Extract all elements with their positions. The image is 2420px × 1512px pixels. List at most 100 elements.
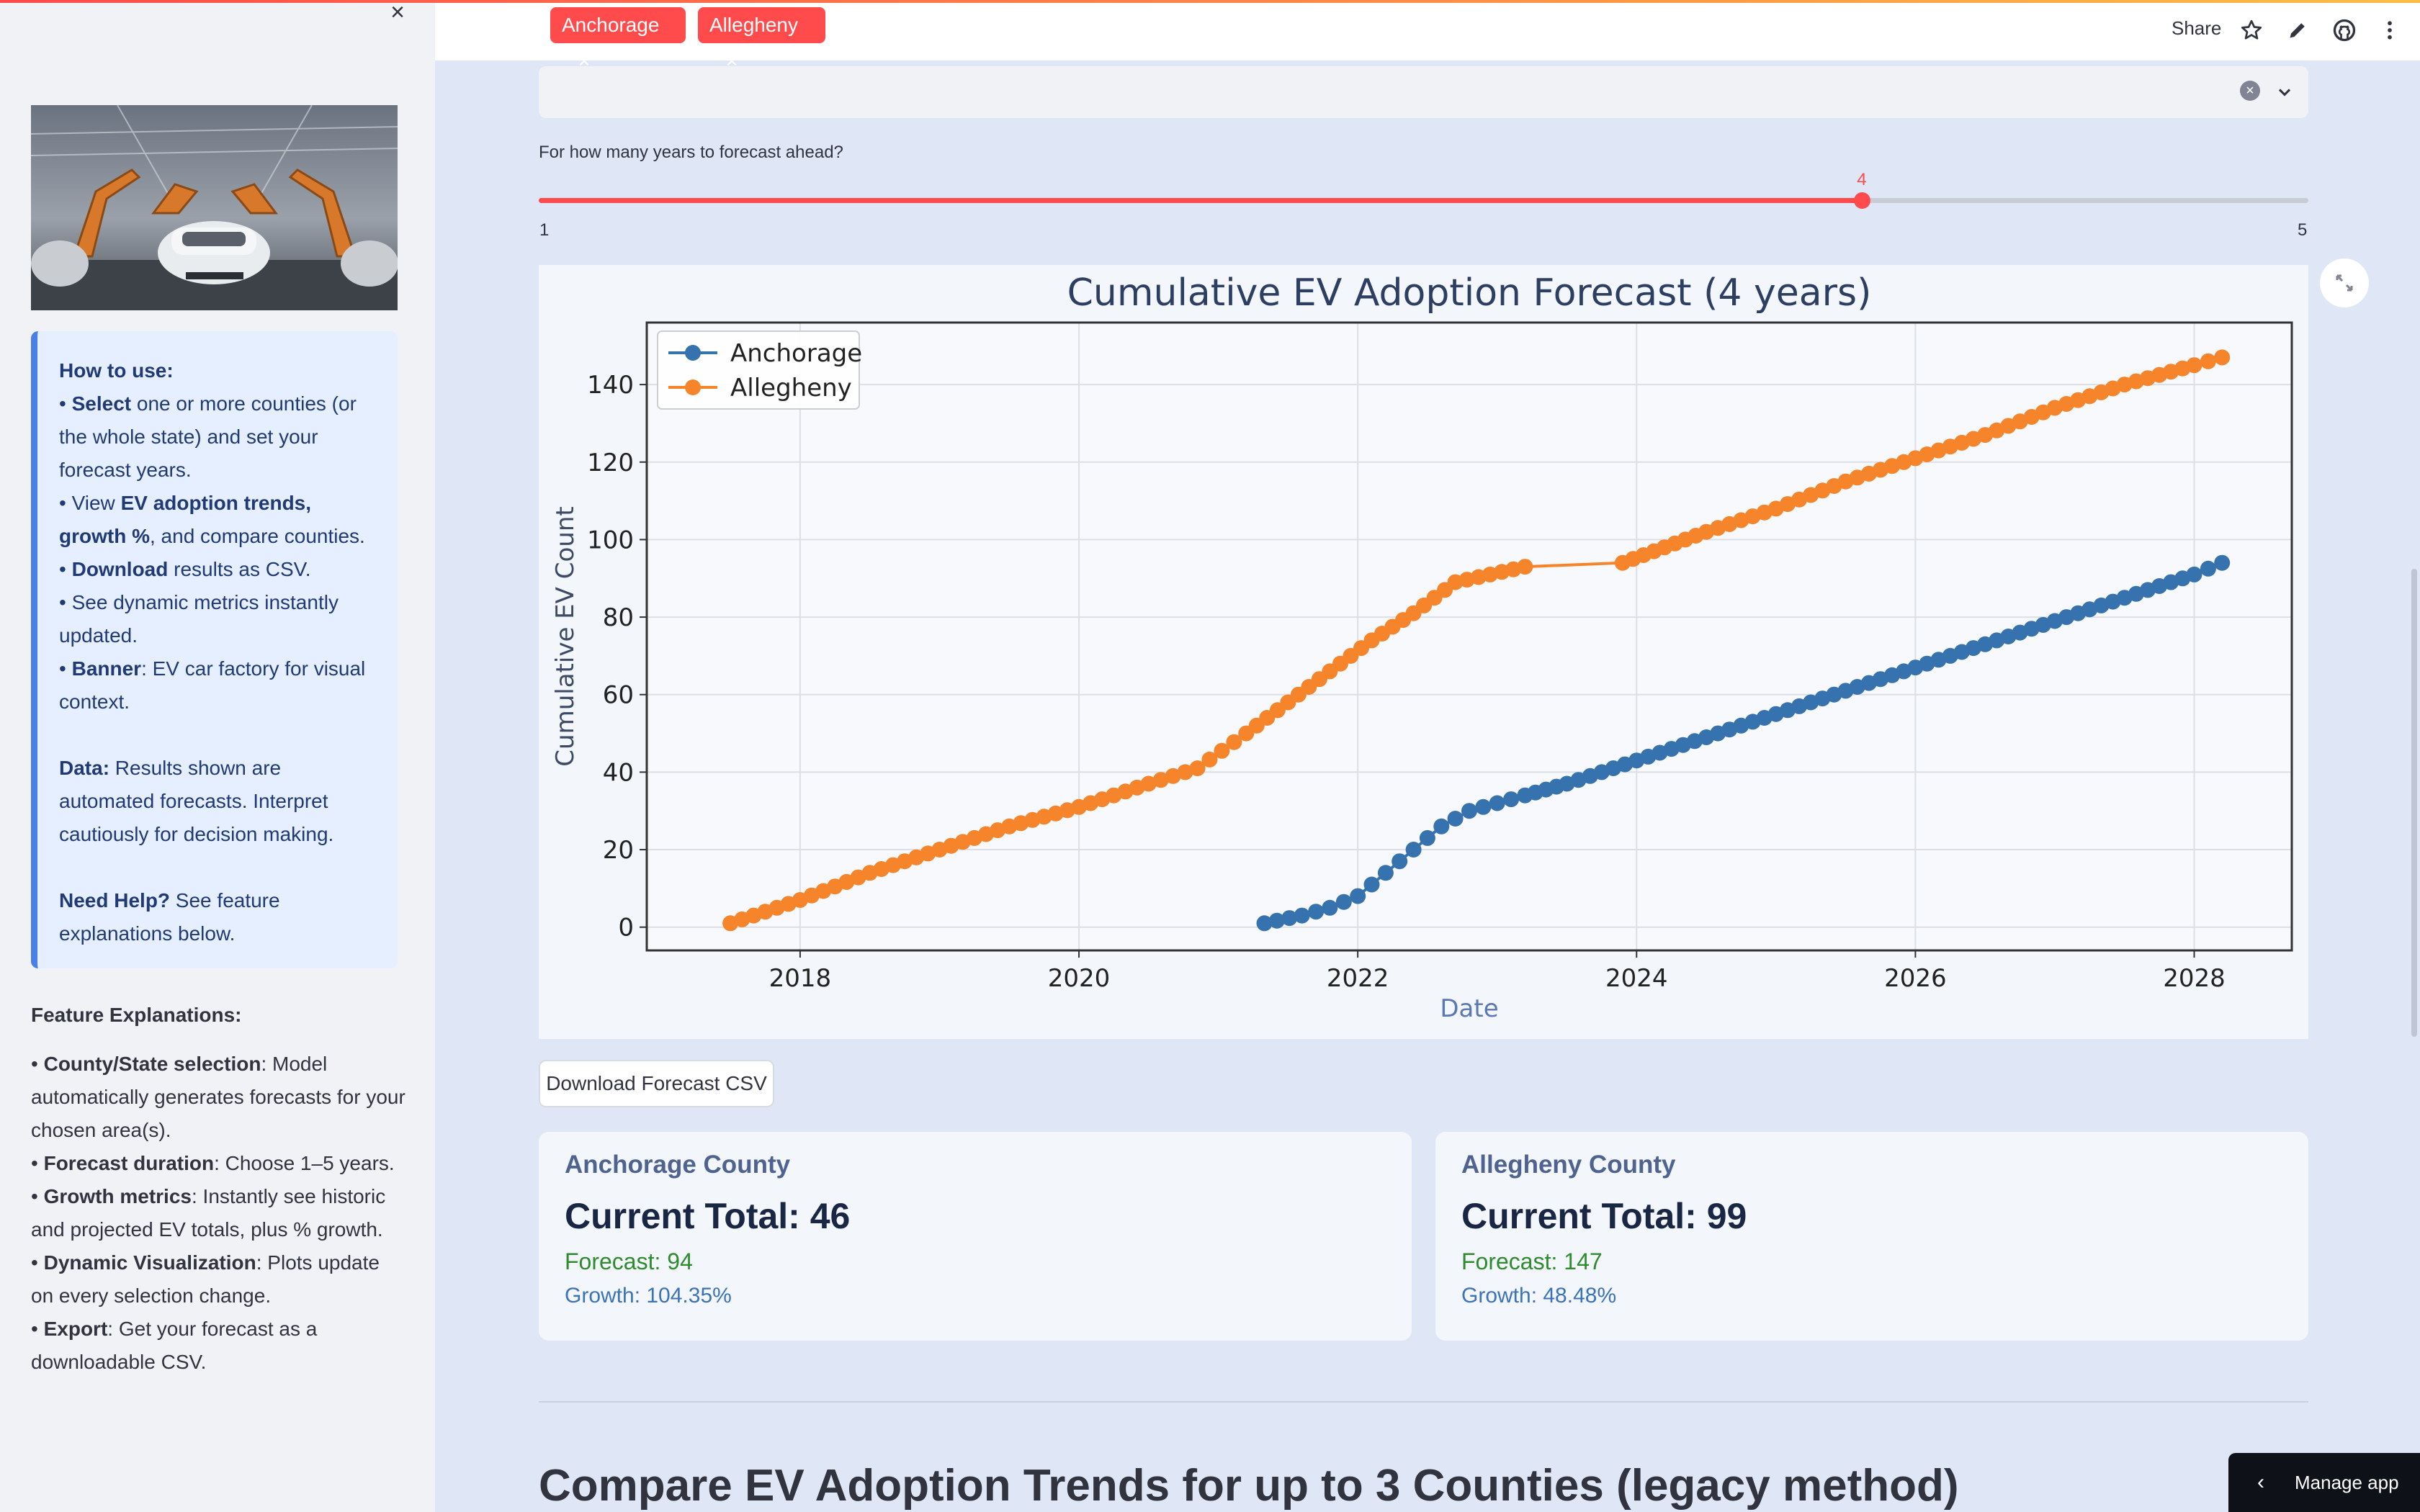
chevron-down-icon[interactable] bbox=[2275, 82, 2295, 102]
y-tick-label: 40 bbox=[603, 758, 634, 787]
data-point bbox=[1392, 853, 1408, 870]
expand-chart-icon[interactable] bbox=[2320, 258, 2369, 307]
slider-max: 5 bbox=[2298, 220, 2308, 240]
scrollbar-thumb[interactable] bbox=[2411, 569, 2417, 1037]
data-point bbox=[1152, 772, 1169, 788]
data-point bbox=[1503, 791, 1520, 808]
section-divider bbox=[539, 1401, 2308, 1403]
download-forecast-csv-button[interactable]: Download Forecast CSV bbox=[539, 1060, 774, 1107]
data-point bbox=[1350, 888, 1366, 904]
legend-marker bbox=[685, 345, 701, 361]
x-tick-label: 2020 bbox=[1048, 964, 1111, 993]
feature-item: • Export: Get your forecast as a downloa… bbox=[31, 1318, 318, 1373]
data-point bbox=[1226, 734, 1242, 750]
data-point bbox=[1461, 803, 1477, 819]
clear-selection-icon[interactable]: × bbox=[2240, 81, 2260, 101]
data-point bbox=[1165, 768, 1181, 784]
x-tick-label: 2024 bbox=[1605, 964, 1668, 993]
more-menu-icon[interactable] bbox=[2377, 17, 2403, 43]
feature-item: • Forecast duration: Choose 1–5 years. bbox=[31, 1152, 395, 1174]
data-point bbox=[1335, 894, 1352, 910]
star-icon[interactable] bbox=[2238, 17, 2264, 43]
chart-title: Cumulative EV Adoption Forecast (4 years… bbox=[1067, 271, 1872, 315]
chevron-left-icon: ‹ bbox=[2257, 1470, 2264, 1494]
metric-card-allegheny: Allegheny County Current Total: 99 Forec… bbox=[1435, 1132, 2308, 1341]
y-tick-label: 120 bbox=[587, 449, 634, 477]
data-point bbox=[1517, 559, 1533, 575]
remove-tag-icon[interactable]: × bbox=[725, 50, 738, 72]
data-point bbox=[1140, 775, 1157, 792]
tag-label: Anchorage bbox=[562, 14, 660, 36]
data-point bbox=[2200, 560, 2216, 577]
how-to-item: • View EV adoption trends, growth %, and… bbox=[59, 492, 365, 547]
y-tick-label: 0 bbox=[618, 914, 634, 942]
data-point bbox=[2214, 349, 2231, 366]
y-tick-label: 140 bbox=[587, 371, 634, 400]
how-to-use-panel: How to use: • Select one or more countie… bbox=[31, 331, 398, 968]
data-note: Data: Results shown are automated foreca… bbox=[59, 757, 334, 845]
data-point bbox=[1433, 818, 1450, 834]
data-point bbox=[1405, 842, 1422, 858]
county-multiselect[interactable] bbox=[539, 66, 2308, 118]
share-button[interactable]: Share bbox=[2172, 17, 2222, 39]
chart-ticks: 2018 2020 2022 2024 2026 2028 0 20 40 60 80 100 120 1… bbox=[587, 371, 2226, 993]
data-point bbox=[2214, 554, 2231, 571]
y-tick-label: 80 bbox=[603, 603, 634, 632]
feature-explanations: Feature Explanations: • County/State sel… bbox=[31, 999, 405, 1379]
card-county-name: Anchorage County bbox=[565, 1151, 791, 1179]
data-point bbox=[1447, 811, 1464, 827]
feature-item: • Growth metrics: Instantly see historic… bbox=[31, 1185, 386, 1241]
slider-thumb[interactable] bbox=[1854, 192, 1871, 209]
card-growth: Growth: 48.48% bbox=[1461, 1284, 1617, 1308]
card-growth: Growth: 104.35% bbox=[565, 1284, 732, 1308]
card-county-name: Allegheny County bbox=[1461, 1151, 1676, 1179]
forecast-chart: Cumulative EV Adoption Forecast (4 years… bbox=[539, 265, 2308, 1039]
x-tick-label: 2022 bbox=[1327, 964, 1389, 993]
feature-item: • County/State selection: Model automati… bbox=[31, 1053, 405, 1141]
forecast-chart-svg: Cumulative EV Adoption Forecast (4 years… bbox=[551, 271, 2293, 1023]
data-point bbox=[1419, 829, 1435, 846]
x-tick-label: 2028 bbox=[2163, 964, 2226, 993]
data-point bbox=[1281, 910, 1298, 927]
data-point bbox=[1214, 742, 1230, 759]
y-tick-label: 60 bbox=[603, 681, 634, 710]
x-tick-label: 2026 bbox=[1884, 964, 1947, 993]
tag-label: Allegheny bbox=[709, 14, 798, 36]
legend-label: Anchorage bbox=[730, 339, 862, 368]
manage-app-button[interactable]: ‹ Manage app bbox=[2228, 1453, 2420, 1512]
edit-icon[interactable] bbox=[2285, 17, 2311, 43]
feature-item: • Dynamic Visualization: Plots update on… bbox=[31, 1251, 380, 1307]
data-point bbox=[1377, 865, 1394, 881]
tag-anchorage: Anchorage × bbox=[550, 7, 686, 72]
sidebar: × bbox=[0, 0, 435, 1512]
github-icon[interactable] bbox=[2331, 17, 2357, 43]
help-note: Need Help? See feature explanations belo… bbox=[59, 889, 280, 945]
data-point bbox=[2200, 353, 2216, 369]
how-to-heading: How to use: bbox=[59, 359, 174, 382]
forecast-years-label: For how many years to forecast ahead? bbox=[539, 143, 843, 162]
remove-tag-icon[interactable]: × bbox=[578, 50, 591, 72]
legend-box bbox=[657, 330, 860, 410]
data-point bbox=[1201, 751, 1218, 768]
slider-min: 1 bbox=[539, 220, 550, 240]
data-point bbox=[1268, 912, 1285, 929]
data-point bbox=[2186, 357, 2202, 374]
card-forecast: Forecast: 147 bbox=[1461, 1248, 1603, 1274]
data-point bbox=[1322, 899, 1338, 916]
x-tick-label: 2018 bbox=[769, 964, 832, 993]
data-point bbox=[1256, 915, 1273, 932]
y-axis-label: Cumulative EV Count bbox=[551, 506, 580, 766]
x-axis-label: Date bbox=[1440, 994, 1498, 1023]
top-accent-bar bbox=[0, 0, 2420, 3]
how-to-item: • Select one or more counties (or the wh… bbox=[59, 392, 357, 481]
ev-factory-banner-image bbox=[31, 105, 398, 310]
how-to-item: • See dynamic metrics instantly updated. bbox=[59, 591, 339, 647]
manage-app-label: Manage app bbox=[2295, 1472, 2399, 1493]
tag-allegheny: Allegheny × bbox=[698, 7, 825, 72]
close-sidebar-icon[interactable]: × bbox=[390, 0, 405, 26]
data-point bbox=[1489, 795, 1505, 811]
chart-legend: Anchorage Allegheny bbox=[657, 330, 862, 410]
slider-fill bbox=[539, 198, 1863, 203]
data-point bbox=[1363, 876, 1380, 893]
y-tick-label: 20 bbox=[603, 836, 634, 865]
